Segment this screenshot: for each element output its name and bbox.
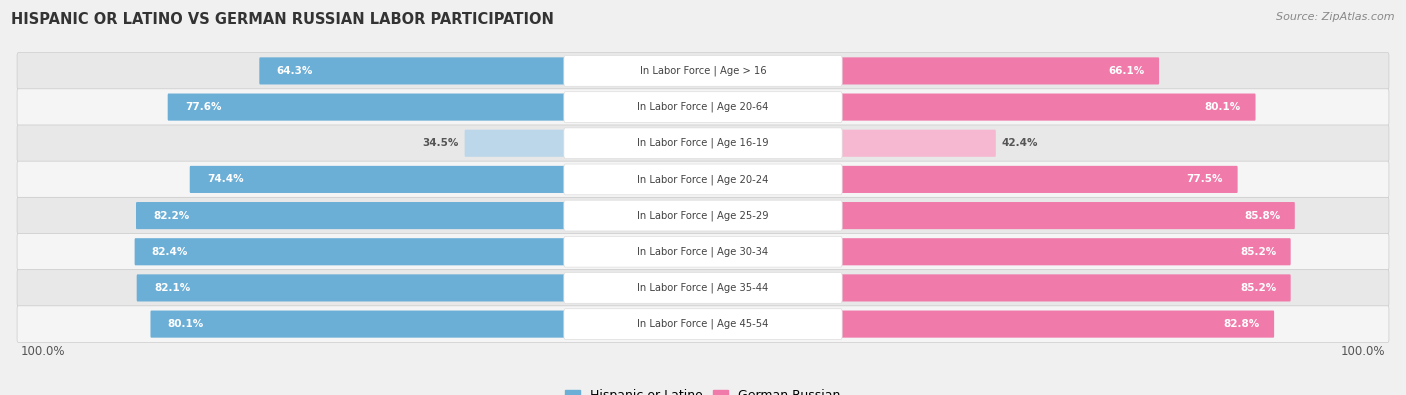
FancyBboxPatch shape	[564, 92, 842, 122]
FancyBboxPatch shape	[135, 238, 703, 265]
FancyBboxPatch shape	[167, 94, 703, 120]
FancyBboxPatch shape	[17, 270, 1389, 306]
Text: In Labor Force | Age > 16: In Labor Force | Age > 16	[640, 66, 766, 76]
FancyBboxPatch shape	[703, 94, 1256, 120]
Text: 77.6%: 77.6%	[186, 102, 221, 112]
Text: In Labor Force | Age 45-54: In Labor Force | Age 45-54	[637, 319, 769, 329]
Text: 82.8%: 82.8%	[1223, 319, 1260, 329]
Text: 42.4%: 42.4%	[1002, 138, 1039, 148]
Text: 77.5%: 77.5%	[1187, 175, 1223, 184]
FancyBboxPatch shape	[703, 275, 1291, 301]
FancyBboxPatch shape	[17, 233, 1389, 270]
FancyBboxPatch shape	[703, 202, 1295, 229]
Text: 80.1%: 80.1%	[1205, 102, 1241, 112]
FancyBboxPatch shape	[17, 161, 1389, 198]
FancyBboxPatch shape	[136, 275, 703, 301]
FancyBboxPatch shape	[17, 89, 1389, 125]
FancyBboxPatch shape	[703, 238, 1291, 265]
Text: 100.0%: 100.0%	[21, 345, 66, 358]
FancyBboxPatch shape	[703, 310, 1274, 338]
Text: In Labor Force | Age 35-44: In Labor Force | Age 35-44	[637, 283, 769, 293]
Text: In Labor Force | Age 20-24: In Labor Force | Age 20-24	[637, 174, 769, 185]
Text: 82.2%: 82.2%	[153, 211, 190, 220]
FancyBboxPatch shape	[190, 166, 703, 193]
Text: 34.5%: 34.5%	[422, 138, 458, 148]
Text: In Labor Force | Age 20-64: In Labor Force | Age 20-64	[637, 102, 769, 112]
FancyBboxPatch shape	[703, 57, 1159, 85]
Text: 74.4%: 74.4%	[207, 175, 243, 184]
FancyBboxPatch shape	[136, 202, 703, 229]
Text: HISPANIC OR LATINO VS GERMAN RUSSIAN LABOR PARTICIPATION: HISPANIC OR LATINO VS GERMAN RUSSIAN LAB…	[11, 12, 554, 27]
Legend: Hispanic or Latino, German Russian: Hispanic or Latino, German Russian	[561, 384, 845, 395]
FancyBboxPatch shape	[17, 125, 1389, 162]
FancyBboxPatch shape	[564, 309, 842, 339]
FancyBboxPatch shape	[703, 130, 995, 157]
FancyBboxPatch shape	[259, 57, 703, 85]
Text: 82.1%: 82.1%	[153, 283, 190, 293]
Text: 85.8%: 85.8%	[1244, 211, 1281, 220]
Text: Source: ZipAtlas.com: Source: ZipAtlas.com	[1277, 12, 1395, 22]
FancyBboxPatch shape	[17, 306, 1389, 342]
Text: In Labor Force | Age 25-29: In Labor Force | Age 25-29	[637, 210, 769, 221]
FancyBboxPatch shape	[564, 164, 842, 195]
FancyBboxPatch shape	[564, 200, 842, 231]
Text: 100.0%: 100.0%	[1340, 345, 1385, 358]
Text: In Labor Force | Age 30-34: In Labor Force | Age 30-34	[637, 246, 769, 257]
FancyBboxPatch shape	[464, 130, 703, 157]
FancyBboxPatch shape	[564, 236, 842, 267]
Text: 66.1%: 66.1%	[1108, 66, 1144, 76]
Text: 85.2%: 85.2%	[1240, 283, 1277, 293]
FancyBboxPatch shape	[564, 128, 842, 159]
Text: 64.3%: 64.3%	[277, 66, 314, 76]
FancyBboxPatch shape	[150, 310, 703, 338]
Text: 85.2%: 85.2%	[1240, 247, 1277, 257]
FancyBboxPatch shape	[703, 166, 1237, 193]
FancyBboxPatch shape	[564, 56, 842, 86]
Text: In Labor Force | Age 16-19: In Labor Force | Age 16-19	[637, 138, 769, 149]
FancyBboxPatch shape	[564, 273, 842, 303]
FancyBboxPatch shape	[17, 198, 1389, 234]
Text: 82.4%: 82.4%	[152, 247, 188, 257]
Text: 80.1%: 80.1%	[167, 319, 204, 329]
FancyBboxPatch shape	[17, 53, 1389, 89]
